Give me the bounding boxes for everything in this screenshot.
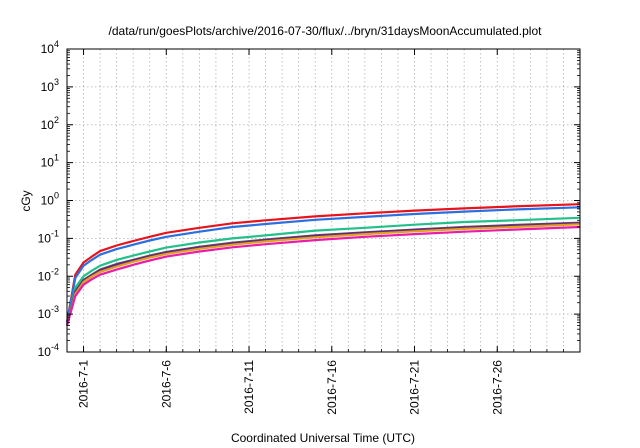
series-line-7 (65, 225, 581, 326)
y-tick-label: 10-3 (38, 304, 59, 321)
series-line-3 (65, 216, 581, 326)
y-tick-label: 100 (41, 191, 59, 208)
axis-ticks: 10-4 10-3 10-2 10-1 100 101 102 103 104 2016-7-1 2… (38, 39, 580, 415)
y-tick-label: 104 (41, 39, 59, 56)
y-tick-label: 103 (41, 77, 59, 94)
x-axis-label: Coordinated Universal Time (UTC) (231, 431, 415, 445)
y-tick-label: 102 (41, 115, 59, 132)
x-tick-label: 2016-7-26 (490, 360, 504, 415)
chart-title: /data/run/goesPlots/archive/2016-07-30/f… (109, 24, 543, 38)
y-tick-label: 10-2 (38, 266, 59, 283)
x-tick-label: 2016-7-11 (242, 360, 256, 414)
y-tick-label: 101 (41, 153, 59, 170)
series-line-1 (65, 203, 581, 323)
x-tick-label: 2016-7-21 (408, 360, 422, 415)
y-tick-label: 10-4 (38, 342, 59, 359)
x-tick-label: 2016-7-6 (159, 360, 173, 408)
x-tick-label: 2016-7-1 (77, 360, 91, 408)
plot-frame (66, 48, 581, 353)
y-axis-label: cGy (19, 190, 33, 211)
x-tick-label: 2016-7-16 (325, 360, 339, 415)
series-lines (65, 203, 581, 326)
series-line-6 (65, 223, 581, 326)
y-tick-label: 10-1 (38, 228, 59, 245)
grid (67, 49, 580, 352)
series-line-2 (65, 206, 581, 323)
